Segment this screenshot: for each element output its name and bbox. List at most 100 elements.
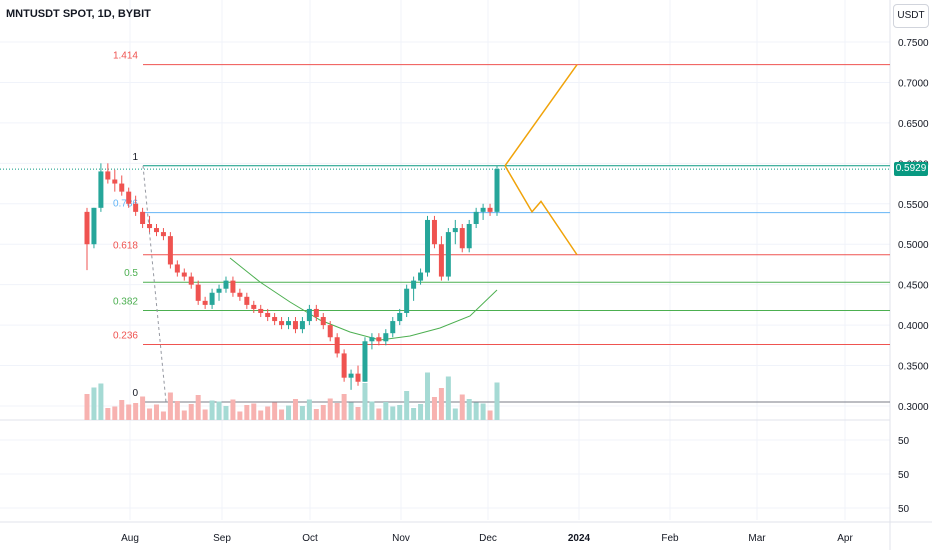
volume-bar — [167, 392, 173, 420]
volume-bar — [334, 403, 340, 420]
candle-body — [272, 317, 278, 322]
volume-bar — [452, 408, 458, 420]
volume-bar — [91, 387, 97, 420]
volume-bar — [258, 410, 264, 420]
projection-down-path — [504, 165, 578, 256]
volume-bar — [112, 406, 118, 420]
candle-body — [216, 288, 222, 293]
volume-bar — [362, 383, 368, 420]
price-tick-label: 0.3000 — [898, 402, 929, 413]
volume-bar — [223, 406, 229, 420]
volume-bar — [299, 406, 305, 420]
candle-body — [126, 191, 132, 204]
volume-bar — [466, 399, 472, 420]
candle-body — [425, 219, 431, 273]
volume-bar — [286, 405, 292, 420]
candle-body — [452, 228, 458, 233]
candle-body — [265, 312, 271, 318]
candle-body — [438, 244, 444, 277]
candle-body — [105, 171, 111, 180]
volume-tick-label: 50 — [898, 504, 910, 515]
candle-body — [202, 300, 208, 305]
price-tick-label: 0.6500 — [898, 119, 929, 130]
price-tick-label: 0.4500 — [898, 281, 929, 292]
volume-bar — [327, 398, 333, 420]
price-tick-label: 0.5000 — [898, 240, 929, 251]
volume-bar — [272, 402, 278, 420]
moving-average-line — [229, 257, 498, 341]
volume-bar — [292, 399, 298, 420]
fib-level-label: 0.618 — [113, 241, 138, 252]
volume-bar — [369, 401, 375, 420]
candle-body — [418, 272, 424, 281]
volume-bar — [487, 410, 493, 420]
candle-body — [404, 288, 410, 313]
candle-body — [306, 308, 312, 322]
candle-body — [473, 211, 479, 224]
volume-tick-label: 50 — [898, 470, 910, 481]
candle-body — [251, 304, 257, 309]
candle-body — [237, 292, 243, 297]
volume-bar — [140, 396, 146, 420]
volume-tick-label: 50 — [898, 436, 910, 447]
volume-bar — [480, 403, 486, 420]
volume-bar — [230, 399, 236, 420]
time-tick-label: Oct — [302, 533, 318, 544]
volume-bars — [84, 372, 500, 420]
candle-body — [480, 207, 486, 212]
candle-body — [160, 232, 166, 237]
volume-bar — [202, 409, 208, 420]
fib-level-label: 0.236 — [113, 331, 138, 342]
candle-body — [153, 228, 159, 233]
candle-body — [459, 228, 465, 249]
candle-body — [112, 179, 118, 184]
candle-body — [91, 207, 97, 245]
time-tick-label: Mar — [748, 533, 766, 544]
candle-body — [279, 321, 285, 326]
volume-bar — [383, 402, 389, 420]
volume-bar — [418, 404, 424, 420]
volume-bar — [188, 404, 194, 420]
currency-selector[interactable]: USDT — [893, 4, 929, 28]
projection-up-path — [504, 64, 578, 167]
candle-body — [84, 211, 90, 245]
volume-bar — [320, 405, 326, 420]
volume-bar — [98, 383, 104, 420]
volume-bar — [445, 376, 451, 420]
price-candles — [84, 163, 500, 390]
volume-bar — [153, 404, 159, 420]
volume-bar — [133, 403, 139, 420]
fib-level-label: 1 — [132, 152, 138, 163]
volume-bar — [341, 394, 347, 420]
volume-bar — [195, 395, 201, 420]
candle-body — [244, 296, 250, 305]
candle-body — [223, 280, 229, 289]
time-tick-label: Apr — [837, 533, 853, 544]
volume-bar — [244, 405, 250, 420]
candle-body — [167, 236, 173, 265]
candle-body — [487, 207, 493, 212]
moving-average-line — [229, 257, 498, 341]
candle-body — [195, 284, 201, 301]
time-tick-label: Nov — [392, 533, 410, 544]
volume-bar — [251, 403, 257, 420]
price-tick-label: 0.3500 — [898, 362, 929, 373]
time-tick-label: Sep — [213, 533, 231, 544]
candle-body — [181, 272, 187, 277]
candle-body — [98, 171, 104, 208]
price-tick-label: 0.7500 — [898, 38, 929, 49]
time-axis[interactable]: Aug Sep Oct Nov Dec 2024 Feb Mar Apr — [121, 533, 853, 544]
candle-body — [411, 280, 417, 289]
price-axis[interactable]: 0.75000.70000.65000.60000.55000.50000.45… — [898, 38, 929, 515]
volume-bar — [390, 406, 396, 420]
volume-bar — [160, 411, 166, 420]
volume-bar — [397, 405, 403, 420]
time-tick-label: Dec — [479, 533, 497, 544]
candle-body — [286, 321, 292, 326]
candle-body — [147, 224, 153, 229]
fibonacci-levels: 1.414 1 0.786 0.618 0.5 0.382 0.236 0 — [0, 51, 890, 403]
fib-trendline — [142, 165, 167, 403]
candle-body — [320, 317, 326, 326]
candle-body — [230, 280, 236, 293]
